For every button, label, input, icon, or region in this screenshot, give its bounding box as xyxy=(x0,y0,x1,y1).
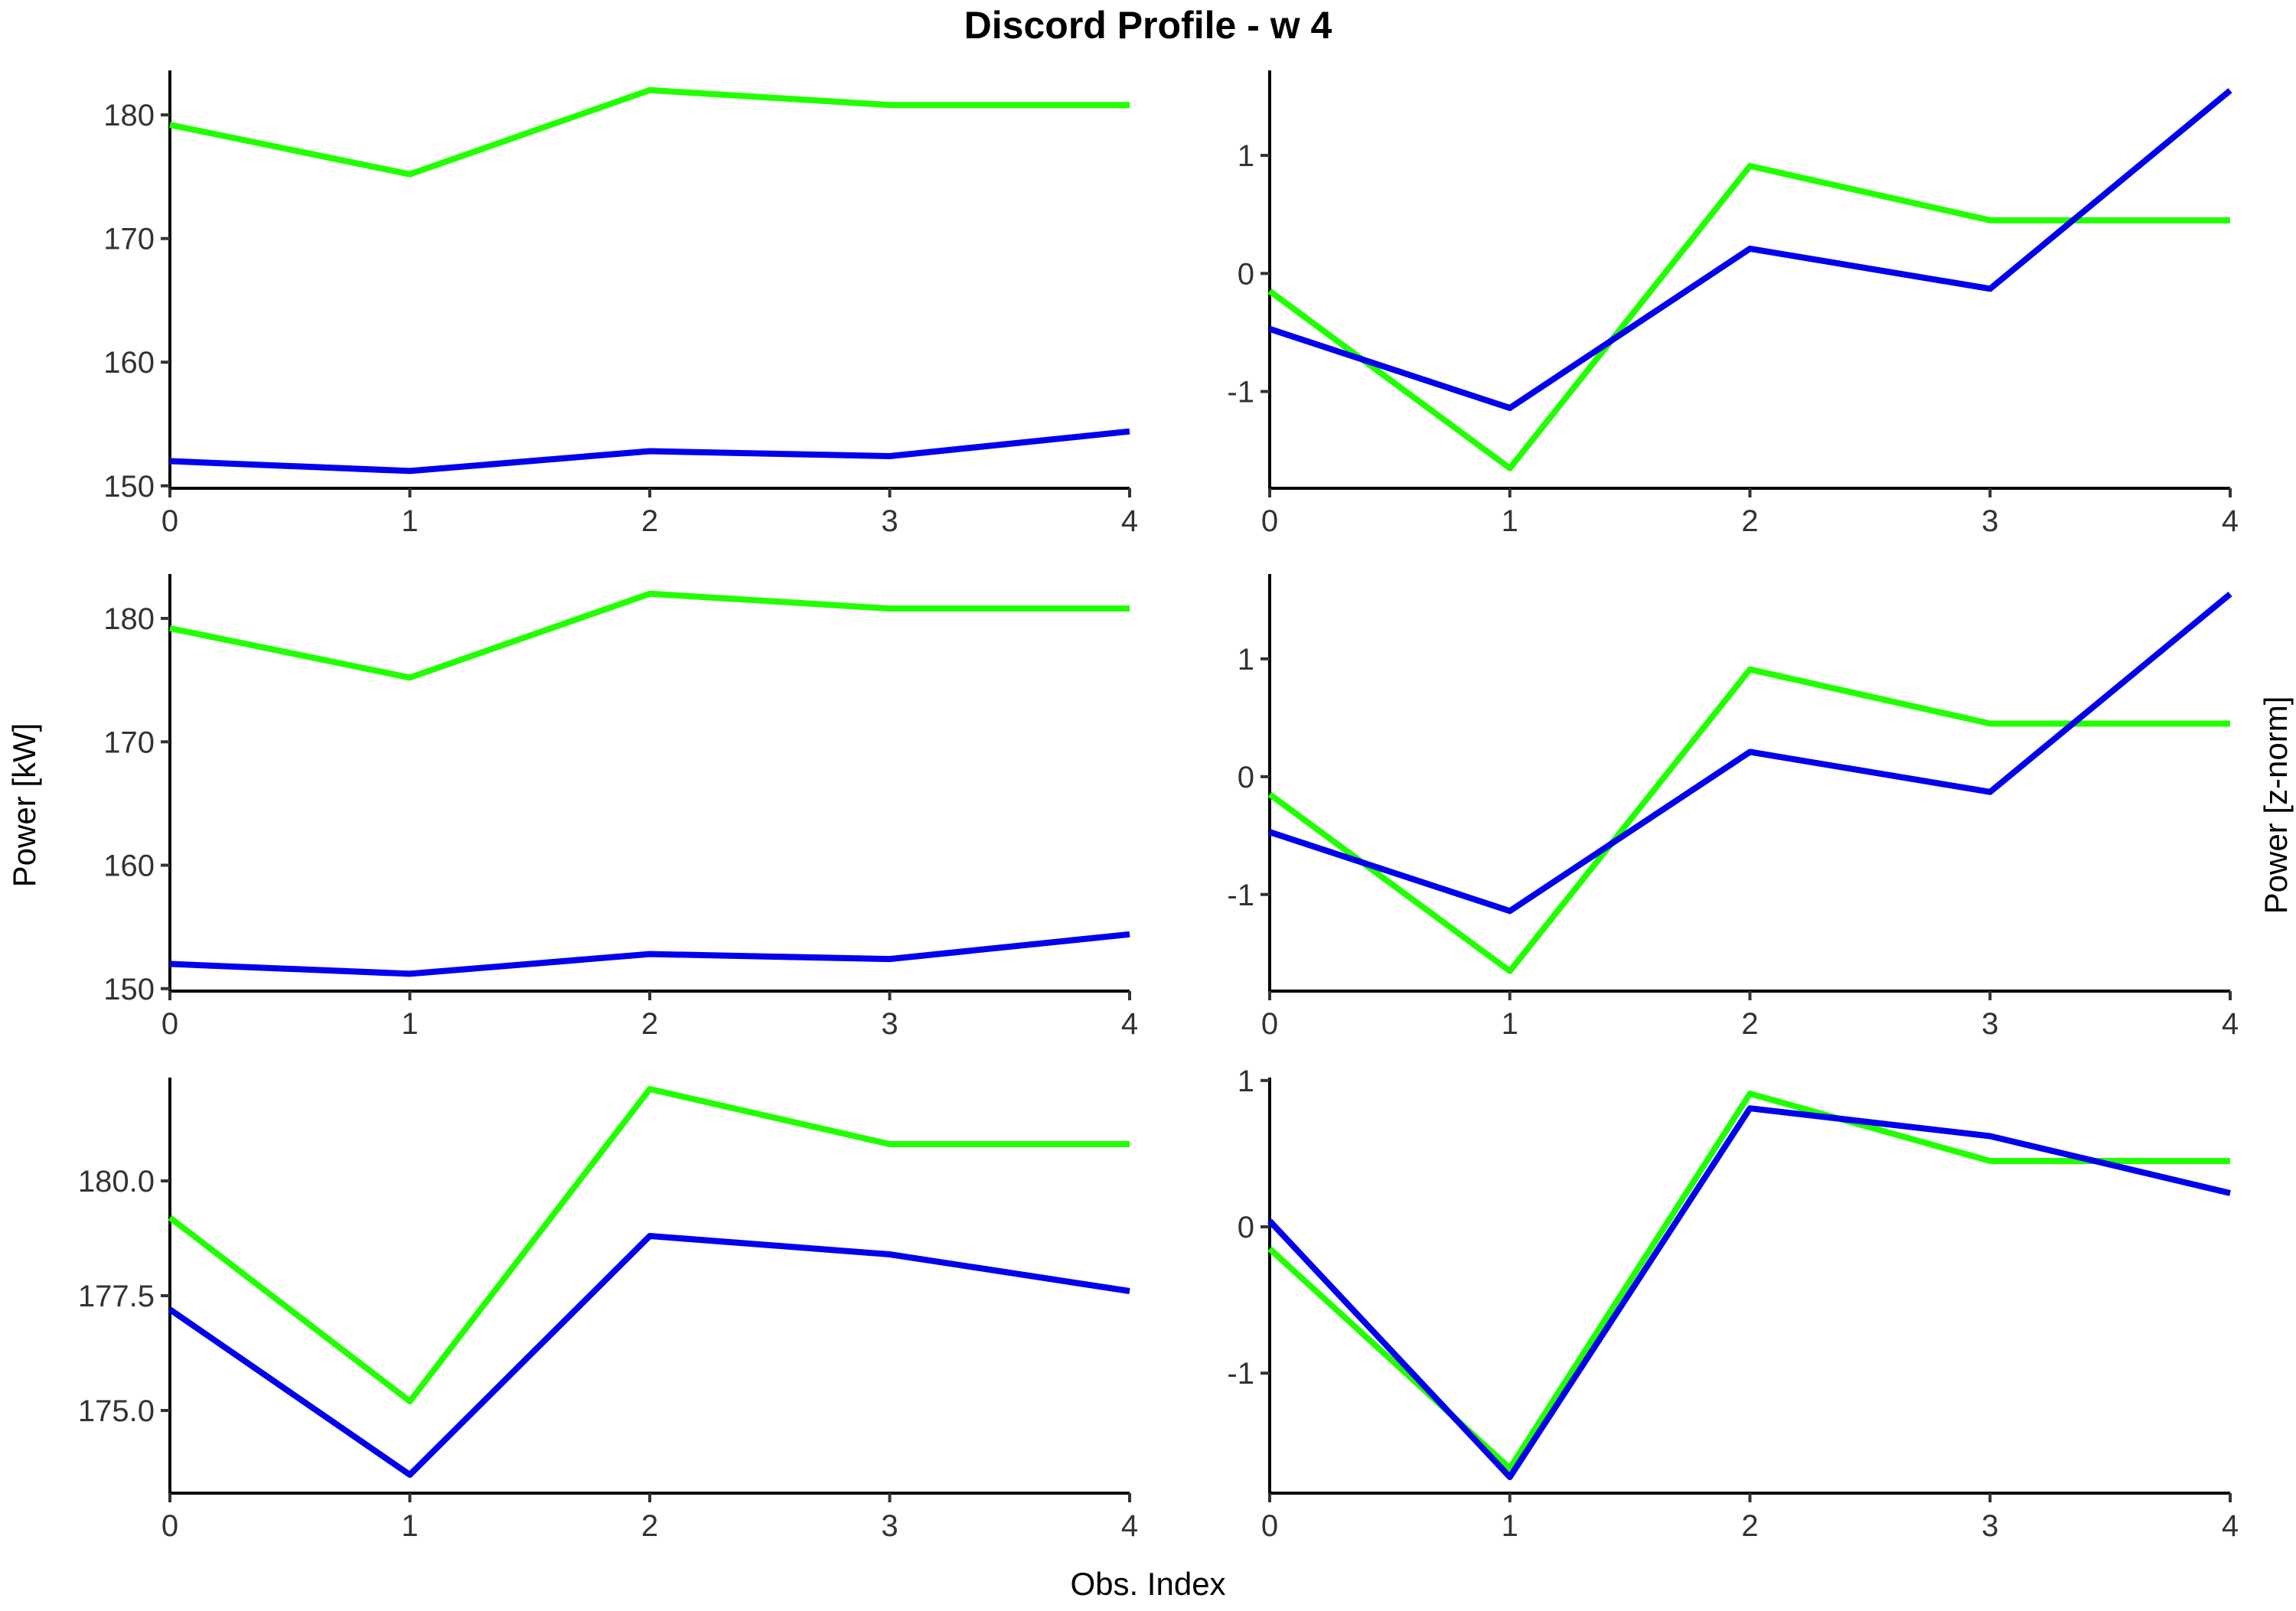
y-tick-label: -1 xyxy=(1227,376,1254,409)
x-tick-label: 0 xyxy=(161,504,178,538)
x-tick-label: 3 xyxy=(1981,504,1998,538)
x-tick-label: 0 xyxy=(1261,504,1278,538)
y-tick-label: 1 xyxy=(1238,643,1254,677)
x-tick-label: 4 xyxy=(2222,1509,2239,1543)
x-tick-label: 3 xyxy=(1981,1509,1998,1543)
y-tick-label: -1 xyxy=(1227,879,1254,912)
y-axis-title-right: Power [z-norm] xyxy=(2258,696,2294,915)
y-tick-label: 180.0 xyxy=(78,1165,155,1198)
y-tick-label: 170 xyxy=(103,223,155,256)
series-line-2 xyxy=(1268,88,2232,412)
x-tick-label: 0 xyxy=(161,1007,178,1041)
x-tick-label: 1 xyxy=(1502,1007,1518,1041)
panel-6: -1 0 1 0 1 2 3 4 xyxy=(1227,1065,2239,1543)
x-tick-label: 2 xyxy=(641,504,658,538)
y-tick-label: 0 xyxy=(1238,761,1254,794)
y-tick-label: 175.0 xyxy=(78,1394,155,1428)
y-tick-label: 150 xyxy=(103,973,155,1006)
panel-3: 150 160 170 180 0 1 2 3 4 xyxy=(103,574,1138,1041)
x-tick-label: 2 xyxy=(1741,504,1758,538)
y-tick-label: 160 xyxy=(103,346,155,380)
y-tick-label: 160 xyxy=(103,850,155,883)
y-tick-label: 180 xyxy=(103,99,155,132)
y-tick-label: 180 xyxy=(103,602,155,636)
series-line-1 xyxy=(168,1086,1130,1404)
series-line-1 xyxy=(169,590,1130,681)
x-tick-label: 4 xyxy=(1121,504,1138,538)
x-tick-label: 1 xyxy=(1502,1509,1518,1543)
x-tick-label: 0 xyxy=(1261,1007,1278,1041)
panel-1: 150 160 170 180 0 1 2 3 4 xyxy=(103,70,1138,538)
y-tick-label: 0 xyxy=(1238,257,1254,291)
series-line-2 xyxy=(169,931,1130,977)
x-tick-label: 0 xyxy=(1261,1509,1278,1543)
x-tick-label: 3 xyxy=(881,504,898,538)
x-tick-label: 1 xyxy=(1502,504,1518,538)
chart-title: Discord Profile - w 4 xyxy=(964,4,1332,47)
y-tick-label: 150 xyxy=(103,470,155,504)
series-line-1 xyxy=(1267,1091,2230,1472)
series-line-1 xyxy=(169,86,1130,178)
y-tick-label: 177.5 xyxy=(78,1280,155,1313)
x-tick-label: 1 xyxy=(401,504,418,538)
x-tick-label: 4 xyxy=(1121,1509,1138,1543)
series-line-2 xyxy=(169,428,1130,474)
y-axis-title-left: Power [kW] xyxy=(6,723,42,888)
panel-5: 175.0 177.5 180.0 0 1 2 3 4 xyxy=(78,1078,1138,1543)
y-tick-label: 1 xyxy=(1238,1065,1254,1098)
series-line-2 xyxy=(168,1233,1130,1478)
x-tick-label: 2 xyxy=(641,1007,658,1041)
x-tick-label: 4 xyxy=(2222,504,2239,538)
series-line-2 xyxy=(1267,1105,2231,1480)
x-tick-label: 2 xyxy=(1741,1509,1758,1543)
panel-4: -1 0 1 0 1 2 3 4 xyxy=(1227,574,2239,1041)
x-tick-label: 0 xyxy=(161,1509,178,1543)
series-line-2 xyxy=(1268,592,2232,915)
x-tick-label: 3 xyxy=(881,1007,898,1041)
y-tick-label: 0 xyxy=(1238,1211,1254,1244)
x-tick-label: 4 xyxy=(2222,1007,2239,1041)
x-tick-label: 1 xyxy=(401,1007,418,1041)
x-tick-label: 3 xyxy=(1981,1007,1998,1041)
y-tick-label: 1 xyxy=(1238,139,1254,173)
x-tick-label: 3 xyxy=(881,1509,898,1543)
x-axis-title: Obs. Index xyxy=(1070,1566,1225,1602)
y-tick-label: 170 xyxy=(103,726,155,759)
panel-2: -1 0 1 0 1 2 3 4 xyxy=(1227,70,2239,538)
x-tick-label: 4 xyxy=(1121,1007,1138,1041)
x-tick-label: 2 xyxy=(1741,1007,1758,1041)
x-tick-label: 2 xyxy=(641,1509,658,1543)
x-tick-label: 1 xyxy=(401,1509,418,1543)
y-tick-label: -1 xyxy=(1227,1357,1254,1391)
